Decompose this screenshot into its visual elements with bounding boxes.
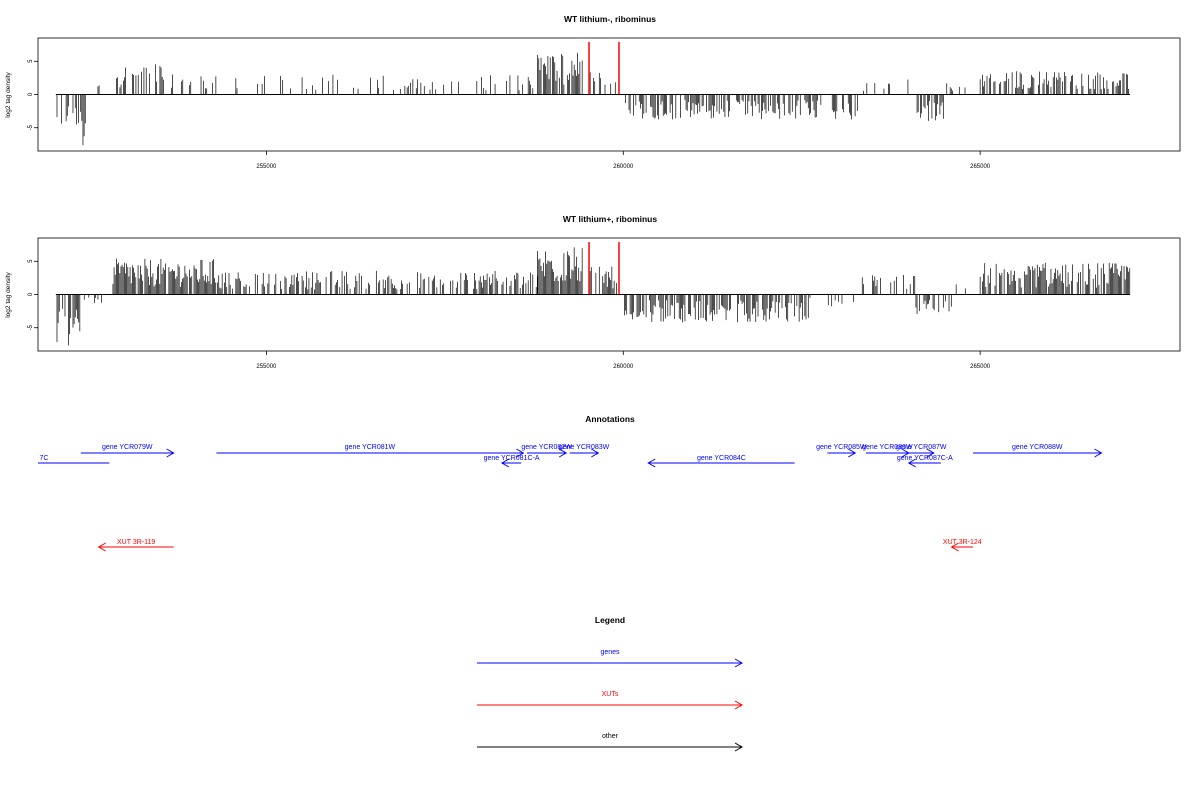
legend-item-xut: XUTs [477,691,744,710]
annotation-feature: gene YCR079W [80,444,175,458]
y-tick-label: 0 [28,92,34,96]
y-axis-label: log2 tag density [5,71,12,117]
arrow-right-icon [734,658,744,668]
marker-lines [588,42,620,95]
annotation-feature: gene YCR087W [896,444,947,458]
feature-label: gene YCR086W [862,444,913,451]
legend: Legend genes XUTs other [477,615,744,752]
annotation-feature: 7C [38,455,110,464]
annotation-feature: gene YCR088W [973,444,1103,458]
track-panel-lithium-minus: WT lithium-, ribominus log2 tag density … [5,14,1181,170]
annotation-feature: gene YCR083W [559,444,610,458]
feature-label: XUT 3R-124 [943,539,982,546]
feature-label: gene YCR081W [345,444,396,451]
arrow-right-icon [166,448,175,458]
track-title: WT lithium-, ribominus [564,14,656,24]
bar-series [55,52,1131,146]
arrow-right-icon [516,448,525,458]
legend-label: other [602,733,619,740]
x-tick-label: 255000 [256,164,277,170]
annotation-feature: XUT 3R-119 [97,539,174,552]
feature-label: 7C [40,455,49,462]
legend-title: Legend [595,615,625,625]
arrow-right-icon [1094,448,1103,458]
feature-label: gene YCR087C-A [897,455,953,462]
feature-label: gene YCR081C-A [484,455,540,462]
legend-label: genes [600,649,620,656]
annotation-feature: gene YCR085W [816,444,867,458]
feature-label: gene YCR084C [697,455,746,462]
arrow-left-icon [907,458,917,468]
track-title: WT lithium+, ribominus [563,214,657,224]
arrow-right-icon [591,448,600,458]
annotation-feature: gene YCR084C [647,455,795,468]
annotations-track: Annotations 7C gene YCR079W gene YCR081W ge… [38,414,1103,552]
feature-label: gene YCR087W [896,444,947,451]
y-tick-label: -5 [28,124,34,130]
legend-item-gene: genes [477,649,744,668]
marker-lines [588,242,620,295]
arrow-right-icon [926,448,935,458]
feature-label: gene YCR079W [102,444,153,451]
annotation-feature: gene YCR087C-A [897,455,953,468]
x-tick-label: 260000 [613,364,634,370]
y-tick-label: 0 [28,292,34,296]
x-tick-label: 255000 [256,364,277,370]
legend-item-other: other [477,733,744,752]
annotation-feature: XUT 3R-124 [943,539,982,552]
feature-label: gene YCR083W [559,444,610,451]
arrow-right-icon [847,448,857,458]
arrow-right-icon [558,448,568,458]
annotations-title: Annotations [585,414,635,424]
feature-label: gene YCR085W [816,444,867,451]
annotation-feature: gene YCR081C-A [484,455,540,468]
y-tick-label: -5 [28,324,34,330]
bar-series [55,247,1131,346]
arrow-left-icon [647,458,656,468]
y-axis-label: log2 tag density [5,271,12,317]
axis-ticks: 255000 260000 265000 5 0 -5 [28,259,991,370]
annotation-features: 7C gene YCR079W gene YCR081W gene YCR081C-A… [38,444,1103,552]
track-panel-lithium-plus: WT lithium+, ribominus log2 tag density … [5,214,1181,370]
arrow-left-icon [950,542,959,552]
arrow-left-icon [97,542,106,552]
axis-ticks: 255000 260000 265000 5 0 -5 [28,59,991,170]
x-tick-label: 260000 [613,164,634,170]
arrow-right-icon [734,742,744,752]
legend-items: genes XUTs other [477,649,744,752]
annotation-feature: gene YCR081W [216,444,525,458]
y-tick-label: 5 [28,59,34,63]
y-tick-label: 5 [28,259,34,263]
x-tick-label: 265000 [970,164,991,170]
arrow-left-icon [500,458,510,468]
annotation-feature: gene YCR082W [521,444,572,458]
feature-label: XUT 3R-119 [117,539,155,546]
arrow-right-icon [734,700,744,710]
feature-label: gene YCR088W [1012,444,1063,451]
legend-label: XUTs [602,691,619,698]
x-tick-label: 265000 [970,364,991,370]
feature-label: gene YCR082W [521,444,572,451]
